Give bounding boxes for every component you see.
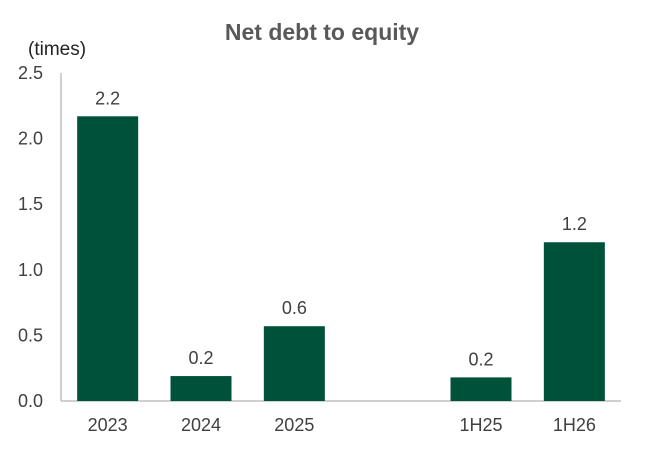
x-tick-label: 2024 [181,415,221,435]
y-tick-label: 2.5 [18,63,43,83]
bar [450,377,512,401]
plot-area: 0.0 0.5 1.0 1.5 2.0 2.5 2023 2.2 2024 0.2 2025 0.6 1… [18,63,621,435]
y-tick-label: 2.0 [18,129,43,149]
y-tick-label: 1.5 [18,194,43,214]
y-axis-unit-label: (times) [28,39,86,60]
chart-title: Net debt to equity [225,19,419,45]
x-tick-label: 1H26 [553,415,596,435]
data-label: 0.2 [188,348,213,368]
bar [77,116,139,402]
bar [263,326,325,401]
bar [543,242,605,401]
data-label: 0.6 [282,298,307,318]
y-tick-label: 0.5 [18,325,43,345]
x-tick-label: 2023 [88,415,128,435]
y-tick-label: 0.0 [18,391,43,411]
x-tick-label: 1H25 [459,415,502,435]
data-label: 2.2 [95,88,120,108]
data-label: 1.2 [562,214,587,234]
y-tick-label: 1.0 [18,260,43,280]
bar [170,376,232,401]
data-label: 0.2 [468,349,493,369]
x-tick-label: 2025 [274,415,314,435]
